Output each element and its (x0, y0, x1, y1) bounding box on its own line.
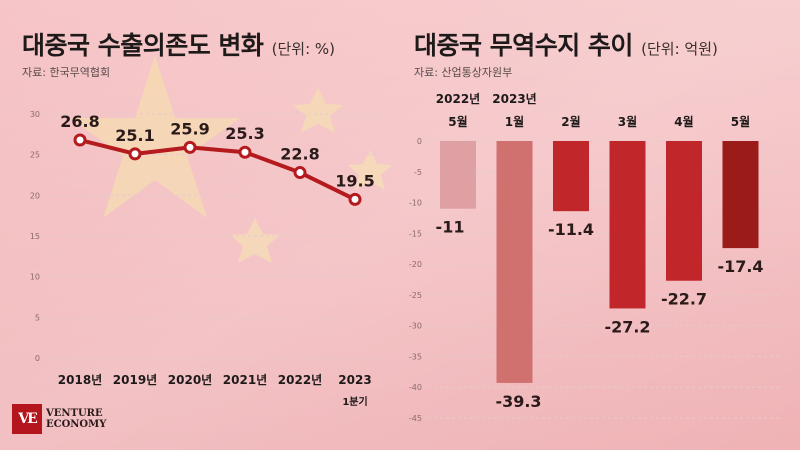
y-tick-label: -45 (409, 414, 422, 423)
bar (666, 141, 702, 281)
data-label: 25.1 (115, 126, 154, 145)
x-tick-label: 2023 (338, 373, 371, 387)
right-chart-unit: (단위: 억원) (641, 40, 718, 58)
y-tick-label: 0 (417, 137, 422, 146)
x-tick-label: 2018년 (58, 373, 102, 387)
y-tick-label: 5 (35, 313, 40, 322)
y-tick-label: 0 (35, 354, 40, 363)
y-tick-label: 25 (30, 151, 40, 160)
x-tick-label: 2월 (561, 114, 580, 129)
data-label: -11.4 (548, 220, 594, 239)
data-label: -22.7 (661, 290, 707, 309)
data-point (293, 166, 307, 180)
y-tick-label: 20 (30, 191, 40, 200)
x-tick-year-label: 2022년 (436, 92, 480, 106)
logo-mark: VE (12, 404, 42, 434)
data-label: 25.3 (225, 124, 264, 143)
y-tick-label: 10 (30, 273, 40, 282)
y-tick-label: 15 (30, 232, 40, 241)
series-line (79, 138, 356, 202)
left-chart-source: 자료: 한국무역협회 (22, 66, 111, 79)
y-tick-label: -20 (409, 260, 422, 269)
right-chart-source: 자료: 산업통상자원부 (414, 66, 513, 79)
left-chart-title: 대중국 수출의존도 변화 (단위: %) (22, 31, 336, 60)
bar (496, 141, 533, 383)
y-tick-label: -10 (409, 199, 422, 208)
x-tick-label: 4월 (674, 114, 693, 129)
y-tick-label: -35 (409, 352, 422, 361)
y-tick-label: -25 (409, 291, 422, 300)
y-tick-label: 30 (30, 110, 40, 119)
x-tick-label: 2019년 (113, 373, 157, 387)
y-tick-label: -40 (409, 383, 422, 392)
data-label: 22.8 (280, 145, 319, 164)
x-tick-year-label: 2023년 (492, 92, 536, 106)
data-label: 25.9 (170, 119, 209, 138)
logo-text: VENTURE ECONOMY (46, 408, 106, 430)
y-tick-label: -5 (414, 168, 422, 177)
data-label: -39.3 (495, 392, 541, 411)
y-tick-label: -15 (409, 229, 422, 238)
x-tick-label: 2020년 (168, 373, 212, 387)
bar (553, 141, 589, 212)
x-tick-label: 3월 (618, 114, 637, 129)
data-point (348, 192, 362, 206)
data-point (238, 145, 252, 159)
right-chart-title: 대중국 무역수지 추이 (단위: 억원) (414, 31, 718, 60)
data-label: -17.4 (717, 257, 763, 276)
x-tick-label: 1월 (505, 114, 524, 129)
x-tick-label: 2021년 (223, 373, 267, 387)
logo-line-1: VENTURE (46, 408, 103, 419)
bar (722, 141, 759, 249)
venture-economy-logo: VE VENTURE ECONOMY (12, 404, 106, 434)
data-label: -27.2 (604, 317, 650, 336)
logo-line-2: ECONOMY (46, 419, 107, 430)
data-label: 19.5 (335, 171, 374, 190)
left-chart-unit: (단위: %) (271, 40, 336, 58)
x-tick-label: 5월 (731, 114, 750, 129)
y-tick-label: -30 (409, 322, 422, 331)
data-point (128, 147, 142, 161)
data-point (183, 140, 197, 154)
data-point (73, 133, 87, 147)
x-tick-label: 2022년 (278, 373, 322, 387)
bar (440, 141, 476, 209)
bar (609, 141, 646, 309)
x-tick-sublabel: 1분기 (342, 395, 367, 408)
data-label: -11 (436, 218, 465, 237)
data-label: 26.8 (60, 112, 99, 131)
x-tick-label: 5월 (448, 114, 467, 129)
